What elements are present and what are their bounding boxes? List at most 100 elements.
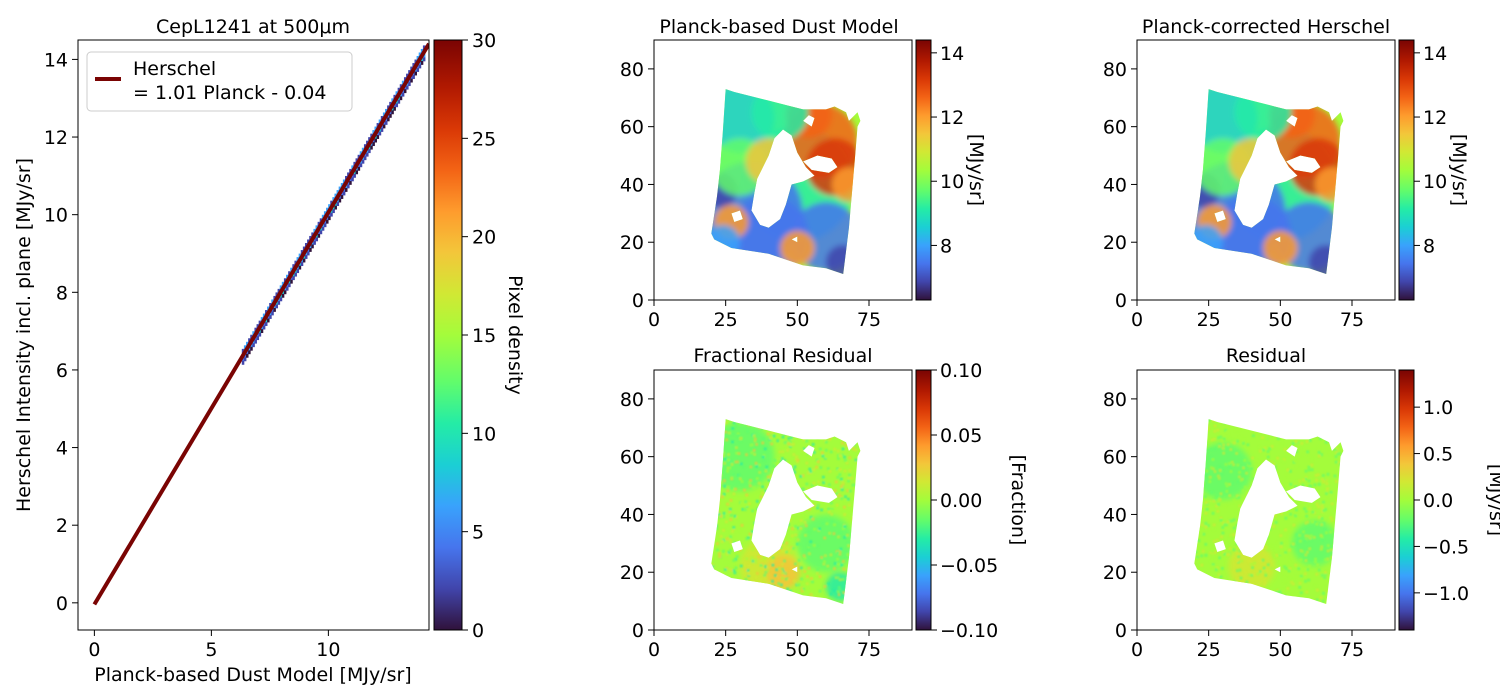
noise-pixel bbox=[755, 535, 759, 539]
noise-pixel bbox=[1211, 467, 1215, 471]
noise-pixel bbox=[1246, 443, 1250, 447]
noise-pixel bbox=[785, 490, 789, 494]
colorbar-tick-label: 1.0 bbox=[1423, 397, 1453, 419]
noise-pixel bbox=[839, 547, 843, 551]
noise-pixel bbox=[1346, 477, 1349, 480]
noise-pixel bbox=[711, 601, 715, 604]
noise-pixel bbox=[1338, 553, 1342, 557]
noise-pixel bbox=[713, 458, 717, 462]
noise-pixel bbox=[755, 571, 759, 575]
noise-pixel bbox=[734, 557, 738, 561]
noise-pixel bbox=[738, 474, 742, 478]
noise-pixel bbox=[758, 548, 762, 552]
noise-pixel bbox=[725, 561, 729, 565]
colorbar-tick-label: 8 bbox=[940, 235, 952, 257]
noise-pixel bbox=[757, 481, 761, 485]
noise-pixel bbox=[764, 536, 768, 540]
noise-pixel bbox=[822, 600, 826, 604]
noise-pixel bbox=[811, 495, 815, 499]
noise-pixel bbox=[731, 440, 735, 444]
noise-pixel bbox=[1295, 450, 1299, 454]
noise-pixel bbox=[1289, 482, 1293, 486]
noise-pixel bbox=[1206, 439, 1210, 443]
noise-pixel bbox=[711, 445, 714, 449]
noise-pixel bbox=[856, 569, 860, 573]
noise-pixel bbox=[779, 460, 783, 464]
noise-pixel bbox=[1249, 493, 1253, 497]
noise-pixel bbox=[833, 428, 837, 432]
noise-pixel bbox=[734, 487, 738, 491]
noise-pixel bbox=[736, 432, 740, 436]
noise-pixel bbox=[1336, 568, 1340, 572]
noise-pixel bbox=[1276, 437, 1280, 441]
noise-pixel bbox=[791, 479, 795, 483]
noise-pixel bbox=[1244, 523, 1248, 527]
noise-pixel bbox=[828, 531, 832, 535]
noise-pixel bbox=[862, 594, 865, 597]
noise-pixel bbox=[811, 504, 815, 508]
noise-pixel bbox=[821, 427, 825, 431]
noise-pixel bbox=[1194, 444, 1197, 448]
noise-pixel bbox=[1211, 419, 1215, 423]
noise-pixel bbox=[836, 590, 840, 594]
noise-pixel bbox=[841, 526, 845, 530]
noise-pixel bbox=[864, 486, 867, 489]
noise-pixel bbox=[1320, 523, 1324, 527]
density-cell bbox=[387, 117, 390, 122]
noise-pixel bbox=[1261, 465, 1265, 469]
noise-pixel bbox=[1341, 530, 1344, 534]
noise-pixel bbox=[753, 452, 757, 456]
noise-pixel bbox=[1222, 443, 1226, 447]
noise-pixel bbox=[778, 494, 782, 498]
noise-pixel bbox=[1335, 571, 1339, 575]
noise-pixel bbox=[745, 503, 749, 507]
noise-pixel bbox=[812, 481, 816, 485]
noise-pixel bbox=[1246, 492, 1250, 496]
noise-pixel bbox=[1294, 423, 1298, 427]
noise-pixel bbox=[770, 592, 774, 596]
noise-pixel bbox=[1211, 602, 1215, 604]
noise-pixel bbox=[1282, 510, 1286, 514]
noise-pixel bbox=[826, 467, 830, 471]
noise-pixel bbox=[1200, 440, 1204, 444]
noise-pixel bbox=[1329, 548, 1333, 552]
density-cell bbox=[290, 267, 293, 272]
noise-pixel bbox=[1307, 421, 1311, 425]
noise-pixel bbox=[753, 437, 757, 441]
noise-pixel bbox=[799, 566, 803, 570]
density-cell bbox=[408, 81, 411, 87]
noise-pixel bbox=[1204, 521, 1208, 525]
noise-pixel bbox=[784, 605, 787, 608]
y-tick-label: 40 bbox=[620, 174, 644, 196]
noise-pixel bbox=[847, 476, 851, 480]
noise-pixel bbox=[1345, 525, 1348, 528]
y-tick-label: 0 bbox=[632, 620, 644, 642]
x-tick-label: 25 bbox=[1197, 309, 1221, 331]
noise-pixel bbox=[1313, 492, 1317, 496]
map-title: Residual bbox=[1226, 345, 1306, 367]
density-cell bbox=[393, 106, 396, 111]
noise-pixel bbox=[729, 518, 733, 522]
noise-pixel bbox=[751, 559, 755, 563]
noise-pixel bbox=[1248, 584, 1252, 588]
noise-pixel bbox=[1339, 422, 1343, 426]
noise-pixel bbox=[1294, 514, 1298, 518]
noise-pixel bbox=[781, 522, 785, 526]
noise-pixel bbox=[1270, 461, 1274, 465]
noise-pixel bbox=[1194, 430, 1196, 434]
noise-pixel bbox=[757, 508, 761, 512]
noise-pixel bbox=[718, 433, 722, 437]
noise-pixel bbox=[708, 594, 711, 597]
noise-pixel bbox=[761, 499, 765, 503]
density-cell bbox=[248, 338, 251, 343]
noise-pixel bbox=[775, 568, 779, 572]
noise-pixel bbox=[1231, 421, 1235, 425]
noise-pixel bbox=[1195, 539, 1199, 543]
noise-pixel bbox=[829, 501, 833, 505]
noise-pixel bbox=[1189, 563, 1192, 566]
noise-pixel bbox=[723, 568, 727, 572]
noise-pixel bbox=[777, 575, 781, 579]
noise-pixel bbox=[1203, 495, 1207, 499]
noise-pixel bbox=[1270, 483, 1274, 487]
density-cell bbox=[422, 45, 426, 50]
